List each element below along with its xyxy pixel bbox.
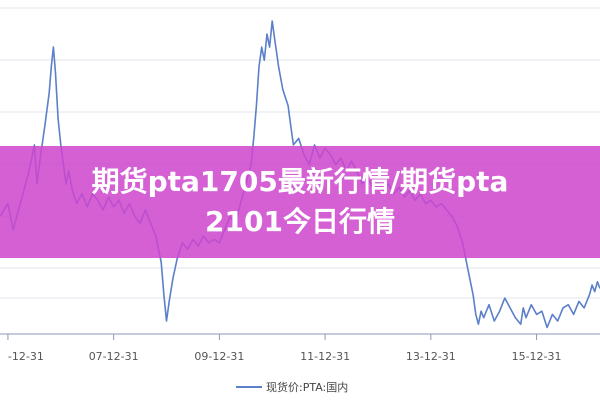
x-tick-label: 11-12-31 <box>300 350 350 363</box>
x-tick-label: 09-12-31 <box>194 350 244 363</box>
x-axis-ticks: -12-31 07-12-31 09-12-31 11-12-31 13-12-31 15… <box>7 334 562 363</box>
legend-label: 现货价:PTA:国内 <box>266 380 348 394</box>
banner-title-line-2: 2101今日行情 <box>205 205 395 238</box>
legend: 现货价:PTA:国内 <box>236 380 348 394</box>
x-tick-label: -12-31 <box>8 350 44 363</box>
title-banner: 期货pta1705最新行情/期货pta 2101今日行情 <box>0 146 600 258</box>
x-tick-label: 13-12-31 <box>406 350 456 363</box>
x-tick-label: 07-12-31 <box>89 350 139 363</box>
x-tick-label: 15-12-31 <box>512 350 562 363</box>
banner-title-line-1: 期货pta1705最新行情/期货pta <box>91 165 509 198</box>
